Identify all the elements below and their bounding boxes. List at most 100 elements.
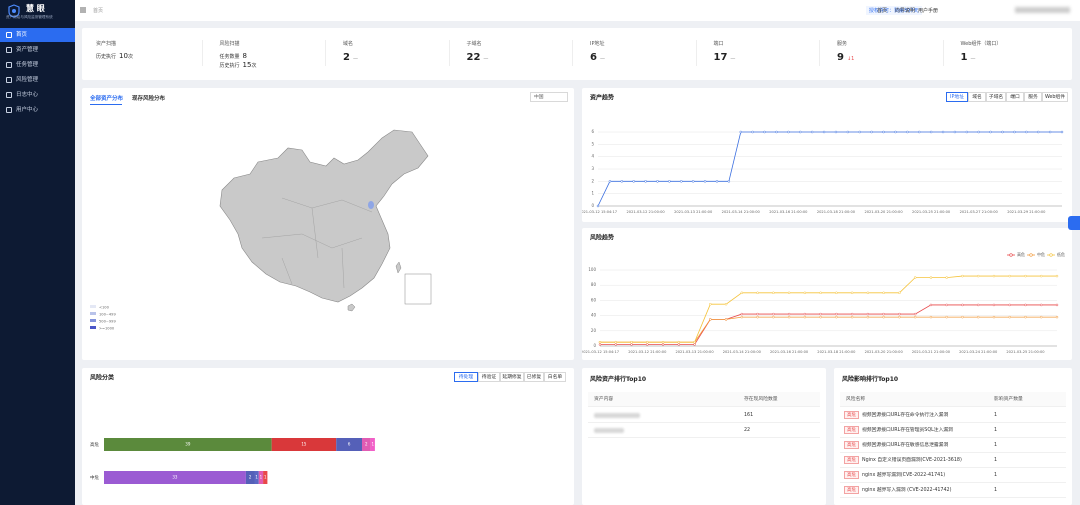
filter-button[interactable]: Web组件 [1042, 92, 1068, 102]
header-cell: 影响资产数量 [994, 397, 1023, 402]
stat-item-value: 8 [242, 52, 247, 60]
stat-item-label: 历史执行 [219, 63, 240, 69]
x-tick-label: 2021-03-14 21:00:00 [722, 210, 761, 214]
category-label: 高危 [90, 441, 99, 448]
bar-segment [104, 471, 246, 484]
data-point [677, 340, 681, 344]
data-point [1013, 130, 1016, 134]
data-point [858, 130, 861, 134]
stat-value: 22 [466, 52, 481, 63]
filter-button[interactable]: 延期修复 [500, 372, 524, 382]
risk-cell: 高危 视频回源接口URL存在敏感信息泄露漏洞 [844, 438, 948, 453]
y-tick-label: 60 [591, 297, 597, 302]
data-point [965, 130, 969, 134]
risk-cell: 高危 nginx 越界写入漏洞 (CVE-2022-41742) [844, 483, 951, 498]
legend-swatch [90, 326, 96, 329]
menu-item[interactable]: 用户中心 [0, 103, 75, 117]
filter-button[interactable]: 已修复 [524, 372, 544, 382]
stat: 子域名 22— [467, 40, 489, 63]
bar-segment [104, 438, 272, 451]
data-point [691, 180, 695, 183]
data-point [945, 315, 948, 319]
stat-trend: — [599, 56, 605, 62]
menu-item[interactable]: 资产管理 [0, 43, 75, 57]
bar-value-label: 1 [264, 475, 267, 480]
x-tick-label: 2021-03-12 15:04:17 [582, 210, 617, 214]
risk-cell: 高危 nginx 越界写漏洞(CVE-2022-41741) [844, 468, 945, 483]
data-point [819, 291, 822, 295]
filter-button[interactable]: 服务 [1024, 92, 1042, 102]
filter-button[interactable]: 待处理 [454, 372, 478, 382]
data-point [961, 274, 964, 278]
asset-count: 22 [744, 428, 751, 433]
risk-level-tag: 高危 [844, 411, 859, 419]
stat-label: 端口 [713, 41, 724, 47]
data-point [756, 291, 759, 295]
filter-button[interactable]: 白名单 [544, 372, 566, 382]
data-point [715, 180, 719, 183]
stat-item: 任务数量 8 [220, 52, 257, 61]
data-point [976, 303, 980, 307]
filter-button[interactable]: 域名 [968, 92, 986, 102]
menu-item[interactable]: 任务管理 [0, 58, 75, 72]
hainan [347, 303, 356, 312]
bar-segment [271, 438, 337, 451]
filter-button[interactable]: 子域名 [986, 92, 1006, 102]
menu-item[interactable]: 风险管理 [0, 73, 75, 87]
logo-icon [8, 4, 20, 18]
data-point [882, 291, 885, 295]
filter-button[interactable]: 端口 [1006, 92, 1024, 102]
series-line [600, 316, 1057, 343]
data-point [1036, 130, 1040, 134]
map-tab[interactable]: 现存风险分布 [132, 96, 166, 102]
data-point [913, 315, 917, 319]
side-float-button[interactable] [1068, 216, 1080, 230]
menu-item[interactable]: 首页 [0, 28, 75, 42]
data-point [882, 312, 885, 316]
data-point [906, 130, 909, 134]
bar-value-label: 1 [371, 442, 374, 447]
map-tab[interactable]: 全部资产分布 [90, 96, 124, 102]
y-tick-label: 20 [591, 328, 597, 333]
asset-top10-card: 风险资产排行Top10 资产内容 存在现风险数量 161 22 [582, 368, 826, 505]
stat-value: 6 [590, 52, 597, 63]
risk-top10-card: 风险影响排行Top10 风险名称 影响资产数量 高危 视频回源接口URL存在命令执行注… [834, 368, 1072, 505]
asset-trend-card: 资产趋势 0 1 2 3 4 5 6 2021-03-12 15:04:17 2021-03-12… [582, 88, 1072, 222]
data-point [929, 276, 933, 279]
y-tick-label: 0 [593, 343, 596, 348]
data-point [866, 312, 870, 316]
data-point [772, 315, 775, 319]
top-link[interactable]: 用户手册 [918, 8, 939, 14]
stat-label: 资产扫描 [96, 41, 117, 47]
data-point [850, 312, 854, 316]
data-point [1039, 303, 1043, 307]
region-select[interactable]: 中国 [530, 92, 568, 102]
data-point [787, 291, 791, 295]
data-point [913, 312, 917, 316]
data-point [822, 130, 826, 134]
data-point [614, 343, 618, 346]
stat-trend: ↓1 [846, 56, 855, 62]
bar-value-label: 1 [260, 475, 263, 480]
legend-label: 500~999 [99, 320, 116, 324]
risk-count: 1 [994, 428, 998, 433]
filter-button[interactable]: 待验证 [478, 372, 500, 382]
data-point [929, 315, 933, 319]
menu-icon [6, 32, 12, 38]
menu-item[interactable]: 日志中心 [0, 88, 75, 102]
risk-level-tag: 高危 [844, 471, 859, 479]
data-point [1055, 315, 1059, 319]
x-tick-label: 2021-03-14 21:00:00 [723, 350, 762, 354]
data-point [661, 343, 665, 346]
data-point [677, 343, 681, 346]
data-point [632, 180, 635, 183]
menu-toggle[interactable] [80, 7, 86, 13]
stat-trend: — [352, 56, 358, 62]
top-link[interactable]: 向导说明 [895, 8, 916, 14]
x-tick-label: 2021-03-24 21:00:00 [959, 350, 998, 354]
stat: 风险扫描 任务数量 8 历史执行 15次 [220, 40, 257, 70]
taiwan [395, 261, 402, 274]
filter-button[interactable]: IP地址 [946, 92, 968, 102]
top-link[interactable]: 首页 [877, 8, 888, 14]
data-point [630, 343, 633, 346]
